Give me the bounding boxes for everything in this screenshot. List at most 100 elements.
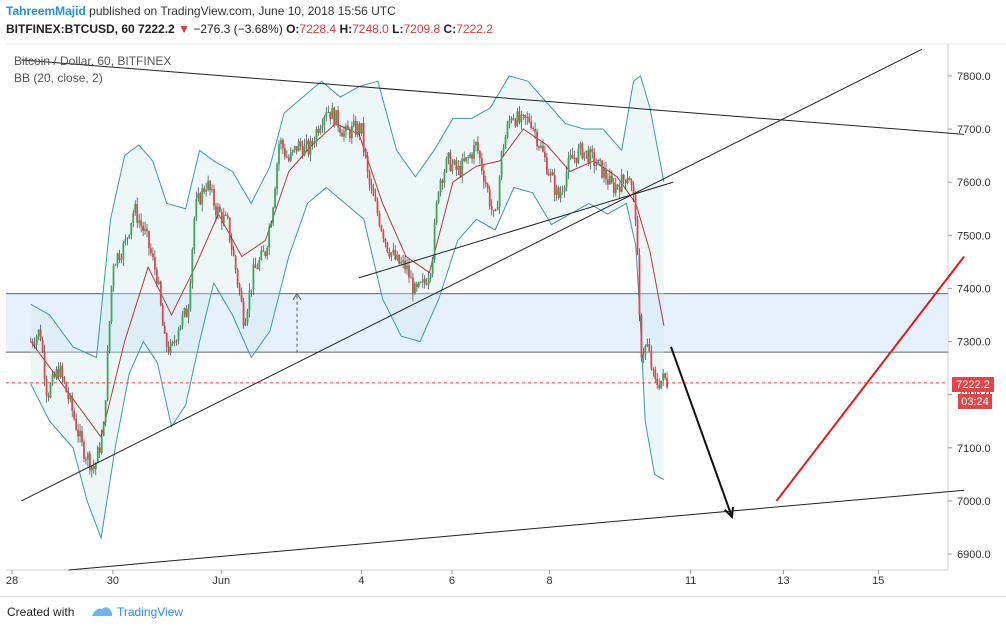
candle-body [557, 187, 560, 198]
axes: 7800.07700.07600.07500.07400.07300.07200… [6, 71, 991, 587]
candle-body [510, 118, 513, 121]
candle-body [492, 209, 495, 211]
candle-body [390, 252, 393, 257]
candle-body [412, 277, 414, 295]
candle-body [331, 107, 334, 119]
candle-body [516, 111, 519, 126]
candle-body [347, 125, 349, 130]
candle-body [49, 384, 52, 398]
candle-body [65, 382, 68, 393]
candle-body [414, 283, 416, 295]
candle-body [339, 127, 341, 133]
candle-body [282, 140, 284, 149]
low-label: L: [392, 22, 404, 36]
candle-body [473, 145, 475, 159]
candle-body [254, 264, 257, 268]
candle-body [514, 119, 517, 126]
candle-body [354, 120, 357, 135]
candle-body [171, 341, 174, 344]
candle-body [490, 206, 493, 210]
candle-body [526, 116, 529, 119]
candle-body [553, 175, 556, 195]
candle-body [547, 173, 550, 176]
bb-fill [30, 75, 664, 539]
candle-body [534, 129, 536, 132]
tradingview-link[interactable]: TradingView [117, 605, 184, 619]
candle-body [415, 283, 418, 287]
y-tick-label: 6900.0 [957, 549, 991, 561]
last-price: 7222.2 [138, 22, 175, 36]
candle-body [559, 192, 562, 198]
candle-body [372, 188, 375, 196]
candle-body [297, 141, 300, 152]
bb-basis-line [30, 123, 665, 439]
candle-body [159, 281, 162, 306]
candle-body [658, 384, 661, 389]
candle-body [360, 123, 363, 134]
candle-body [364, 149, 367, 157]
candle-body [439, 180, 442, 193]
author-name[interactable]: TahreemMajid [6, 4, 86, 18]
candle-body [157, 281, 160, 284]
publish-info: TahreemMajid published on TradingView.co… [6, 4, 396, 18]
candle-body [179, 325, 182, 331]
candle-body [630, 180, 633, 186]
candles [29, 102, 668, 478]
change-value: −276.3 (−3.68%) [193, 22, 283, 36]
candle-body [518, 111, 521, 123]
candle-body [650, 351, 653, 369]
candle-body [329, 111, 332, 119]
price-chart[interactable]: 7800.07700.07600.07500.07400.07300.07200… [0, 0, 1006, 596]
candle-body [500, 151, 503, 178]
candle-body [447, 152, 450, 159]
candle-body [197, 193, 200, 199]
x-tick-label: 8 [546, 575, 552, 587]
candle-body [323, 116, 326, 126]
candle-body [73, 410, 76, 419]
candle-body [628, 177, 631, 181]
candle-body [268, 227, 271, 248]
candle-body [43, 351, 46, 379]
candle-body [289, 152, 292, 161]
candle-body [624, 179, 627, 184]
candle-body [419, 282, 422, 284]
bb-upper-line [30, 75, 665, 359]
candle-body [232, 249, 235, 257]
candle-body [577, 148, 580, 163]
candle-body [175, 340, 178, 342]
candle-body [222, 214, 225, 224]
candle-body [486, 184, 489, 190]
candle-body [152, 253, 154, 257]
indicator-label[interactable]: BB (20, close, 2) [14, 71, 103, 85]
candle-body [634, 194, 637, 220]
candle-body [195, 198, 198, 219]
candle-body [33, 343, 36, 345]
x-tick-label: 15 [872, 575, 884, 587]
candle-body [563, 187, 566, 192]
candle-body [47, 395, 50, 398]
candle-body [484, 181, 487, 185]
y-tick-label: 7800.0 [957, 71, 991, 83]
candle-body [593, 152, 596, 167]
candle-body [85, 459, 87, 461]
candle-body [284, 148, 286, 157]
candle-body [463, 158, 466, 161]
candle-body [660, 380, 663, 389]
candle-body [640, 315, 643, 358]
candle-body [75, 418, 78, 430]
candle-body [29, 341, 32, 343]
candle-body [343, 131, 345, 137]
candle-body [410, 277, 412, 279]
candle-body [256, 267, 259, 270]
candle-body [246, 310, 249, 323]
candle-body [53, 373, 56, 378]
drawings[interactable] [6, 48, 965, 571]
candle-body [494, 210, 497, 212]
candle-body [146, 228, 148, 232]
tradingview-logo-icon[interactable] [90, 603, 114, 619]
zone-measure-arrow [292, 292, 302, 300]
y-tick-label: 7100.0 [957, 443, 991, 455]
candle-body [589, 149, 592, 165]
candle-body [163, 325, 166, 334]
candle-body [285, 156, 288, 158]
